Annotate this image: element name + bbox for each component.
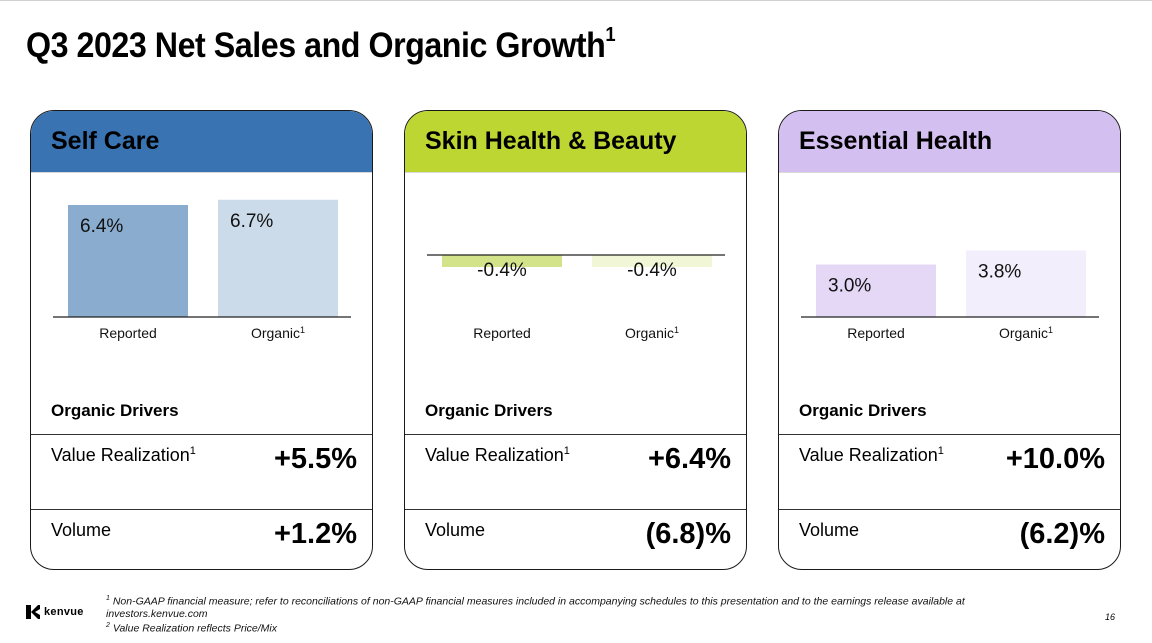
driver-value: +1.2% — [273, 518, 357, 550]
segment-chart: 6.4% Reported 6.7% Organic1 — [31, 173, 372, 373]
driver-label: Value Realization1 — [799, 445, 944, 466]
footnote-1-text: Non-GAAP financial measure; refer to rec… — [112, 595, 965, 608]
top-border — [0, 0, 1152, 1]
driver-label-text: Volume — [425, 520, 486, 540]
driver-label-sup: 1 — [189, 445, 196, 457]
page-title-text: Q3 2023 Net Sales and Organic Growth — [26, 26, 606, 65]
footnote-2-sup: 2 — [106, 621, 110, 629]
driver-label-text: Volume — [51, 520, 112, 540]
segment-card: Skin Health & Beauty -0.4% Reported -0.4% Or… — [404, 110, 747, 570]
bar-organic — [966, 250, 1086, 317]
segment-header: Essential Health — [779, 111, 1120, 173]
driver-value: (6.8)% — [645, 518, 731, 550]
bar-chart: 3.0% Reported 3.8% Organic1 — [801, 250, 1099, 341]
segment-header: Self Care — [31, 111, 372, 173]
category-label-text: Reported — [99, 325, 157, 341]
driver-label-text: Value Realization — [51, 445, 190, 465]
organic-drivers-title: Organic Drivers — [799, 401, 927, 420]
bar-value-label: 3.8% — [978, 262, 1021, 283]
category-label-text: Organic — [625, 325, 674, 341]
driver-label: Volume — [799, 520, 859, 541]
driver-value: +10.0% — [1005, 443, 1105, 475]
category-label-text: Organic — [251, 325, 300, 341]
category-label-sup: 1 — [1048, 325, 1053, 335]
footnotes: 1 Non-GAAP financial measure; refer to r… — [106, 593, 965, 634]
kenvue-k-icon — [26, 605, 40, 619]
driver-label-sup: 1 — [563, 445, 570, 457]
bar-value-label: 3.0% — [828, 276, 871, 297]
bar-value-label: 6.7% — [230, 211, 273, 232]
bar-value-label: -0.4% — [477, 260, 527, 281]
driver-label-sup: 1 — [937, 445, 944, 457]
driver-label: Volume — [425, 520, 485, 541]
driver-row: Value Realization1 +5.5% — [31, 434, 372, 509]
footnote-2: 2 Value Realization reflects Price/Mix — [106, 620, 965, 635]
driver-row: Volume +1.2% — [31, 509, 372, 569]
category-label-text: Reported — [847, 325, 905, 341]
organic-drivers-title: Organic Drivers — [51, 401, 179, 420]
segment-chart: -0.4% Reported -0.4% Organic1 — [405, 173, 746, 373]
segment-header: Skin Health & Beauty — [405, 111, 746, 173]
category-label-sup: 1 — [674, 325, 679, 335]
category-label: Reported — [847, 325, 905, 341]
category-label: Reported — [99, 325, 157, 341]
category-label: Organic1 — [625, 325, 679, 341]
driver-row: Value Realization1 +10.0% — [779, 434, 1120, 509]
logo-text: kenvue — [44, 606, 84, 618]
driver-value: (6.2)% — [1019, 518, 1105, 550]
footnote-1-link[interactable]: investors.kenvue.com — [106, 607, 208, 620]
driver-value: +6.4% — [647, 443, 731, 475]
bar-organic — [592, 255, 712, 267]
organic-drivers-title: Organic Drivers — [425, 401, 553, 420]
category-label: Organic1 — [999, 325, 1053, 341]
driver-label-text: Volume — [799, 520, 860, 540]
driver-row: Volume (6.2)% — [779, 509, 1120, 569]
bar-reported — [442, 255, 562, 267]
bar-chart: -0.4% Reported -0.4% Organic1 — [427, 254, 725, 341]
driver-label: Value Realization1 — [51, 445, 196, 466]
page-title: Q3 2023 Net Sales and Organic Growth1 — [26, 24, 616, 66]
category-label-text: Reported — [473, 325, 531, 341]
driver-label-text: Value Realization — [799, 445, 938, 465]
page-title-sup: 1 — [605, 24, 616, 46]
footnote-1-sup: 1 — [106, 595, 110, 602]
category-label: Reported — [473, 325, 531, 341]
bar-chart: 6.4% Reported 6.7% Organic1 — [53, 199, 351, 341]
bar-value-label: 6.4% — [80, 216, 123, 237]
bar-value-label: -0.4% — [627, 260, 677, 281]
driver-label: Value Realization1 — [425, 445, 570, 466]
footnote-2-text: Value Realization reflects Price/Mix — [112, 622, 278, 634]
bar-organic — [218, 199, 338, 317]
category-label-text: Organic — [999, 325, 1048, 341]
bar-reported — [816, 264, 936, 317]
driver-value: +5.5% — [273, 443, 357, 475]
kenvue-logo: kenvue — [26, 605, 84, 619]
page-number: 16 — [1105, 612, 1116, 622]
segment-card: Essential Health 3.0% Reported 3.8% Organic1… — [778, 110, 1121, 570]
driver-row: Volume (6.8)% — [405, 509, 746, 569]
footnote-1: 1 Non-GAAP financial measure; refer to r… — [106, 593, 965, 608]
category-label: Organic1 — [251, 325, 305, 341]
driver-row: Value Realization1 +6.4% — [405, 434, 746, 509]
segment-card: Self Care 6.4% Reported 6.7% Organic1 Organic… — [30, 110, 373, 570]
driver-label-text: Value Realization — [425, 445, 564, 465]
segment-chart: 3.0% Reported 3.8% Organic1 — [779, 173, 1120, 373]
driver-label: Volume — [51, 520, 111, 541]
bar-reported — [68, 205, 188, 317]
category-label-sup: 1 — [300, 325, 305, 335]
